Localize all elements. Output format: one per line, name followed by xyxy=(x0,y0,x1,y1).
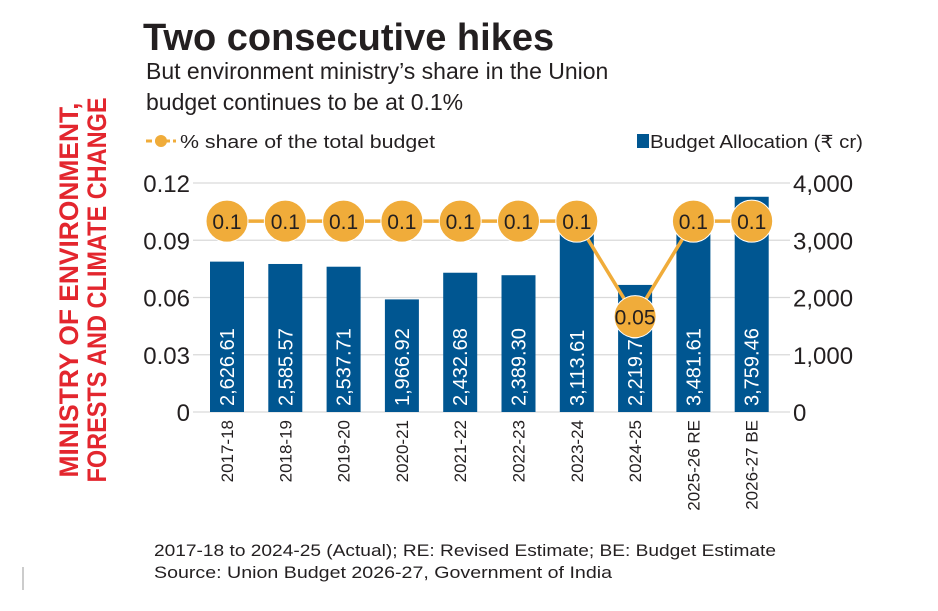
x-tick-label: 2024-25 xyxy=(626,420,645,482)
footnote-1: 2017-18 to 2024-25 (Actual); RE: Revised… xyxy=(154,541,776,560)
chart-subtitle-line-1: But environment ministry’s share in the … xyxy=(146,58,608,84)
side-label-line-1: MINISTRY OF ENVIRONMENT, xyxy=(54,103,84,478)
bars: 2,626.61 2,585.57 2,537.71 1,966.92 2,432.68… xyxy=(210,196,769,412)
bar-value-label: 3,759.46 xyxy=(742,328,764,406)
share-point-label: 0.1 xyxy=(679,211,708,234)
bar-value-label: 2,537.71 xyxy=(334,328,356,406)
x-tick-label: 2017-18 xyxy=(218,420,237,482)
side-label: MINISTRY OF ENVIRONMENT, FORESTS AND CLI… xyxy=(54,98,112,483)
x-tick-label: 2020-21 xyxy=(393,420,412,482)
share-point-label: 0.1 xyxy=(387,211,416,234)
left-tick-label: 0.06 xyxy=(143,286,190,313)
share-point-label: 0.1 xyxy=(329,211,358,234)
bar xyxy=(326,266,361,412)
right-tick-label: 0 xyxy=(793,400,806,427)
share-point xyxy=(497,199,540,243)
x-tick-label: 2021-22 xyxy=(451,420,470,482)
share-point xyxy=(205,199,249,243)
left-axis: 0 0.03 0.06 0.09 0.12 xyxy=(143,171,190,427)
bar-value-label: 3,113.61 xyxy=(567,330,589,406)
left-tick-label: 0.12 xyxy=(143,171,190,198)
x-tick-label: 2022-23 xyxy=(510,420,529,482)
chart-subtitle-line-2: budget continues to be at 0.1% xyxy=(146,89,463,115)
bar xyxy=(676,212,711,412)
legend-line-label: % share of the total budget xyxy=(180,132,435,152)
share-point xyxy=(380,199,424,243)
bar xyxy=(443,272,478,412)
left-tick-label: 0 xyxy=(177,400,190,427)
share-point-label: 0.1 xyxy=(271,211,300,234)
bar-value-label: 2,389.30 xyxy=(509,328,531,406)
bar xyxy=(210,261,244,412)
share-point-label: 0.1 xyxy=(562,211,591,234)
x-tick-label: 2023-24 xyxy=(568,420,587,482)
share-point-label: 0.1 xyxy=(504,211,533,234)
share-line-path xyxy=(227,219,752,320)
bar-value-label: 2,432.68 xyxy=(450,328,472,406)
x-tick-label: 2026-27 BE xyxy=(743,420,762,510)
legend-bar-label: Budget Allocation (₹ cr) xyxy=(650,132,863,152)
legend: % share of the total budget Budget Alloc… xyxy=(146,132,863,152)
share-point xyxy=(671,199,715,243)
bar xyxy=(501,275,536,412)
share-point xyxy=(322,199,366,243)
share-point-label: 0.1 xyxy=(737,211,766,234)
legend-bar-swatch xyxy=(637,134,649,148)
x-tick-label: 2018-19 xyxy=(276,420,295,482)
right-tick-label: 4,000 xyxy=(793,171,853,198)
chart-title: Two consecutive hikes xyxy=(143,17,554,59)
bar-value-label: 2,585.57 xyxy=(275,328,297,406)
left-tick-label: 0.03 xyxy=(143,343,190,370)
share-point-label: 0.05 xyxy=(615,307,656,330)
footnote-2: Source: Union Budget 2026-27, Government… xyxy=(154,563,613,582)
share-point-label: 0.1 xyxy=(212,211,241,234)
share-point xyxy=(263,199,307,243)
bar xyxy=(268,263,303,412)
right-tick-label: 1,000 xyxy=(793,343,853,370)
x-axis: 2017-18 2018-19 2019-20 2020-21 2021-22 2022-… xyxy=(218,420,762,511)
share-point-label: 0.1 xyxy=(446,211,475,234)
side-label-line-2: FORESTS AND CLIMATE CHANGE xyxy=(82,98,112,483)
bar-value-label: 3,481.61 xyxy=(683,328,705,406)
right-tick-label: 2,000 xyxy=(793,286,853,313)
right-axis: 0 1,000 2,000 3,000 4,000 xyxy=(793,171,853,427)
share-line: 0.1 0.1 0.1 0.1 0.1 0.1 0.1 0.05 0.1 0.1 xyxy=(205,199,774,339)
bar-value-label: 2,626.61 xyxy=(217,328,239,406)
bar-value-label: 2,219.70 xyxy=(625,328,647,406)
left-tick-label: 0.09 xyxy=(143,228,190,255)
x-tick-label: 2025-26 RE xyxy=(684,420,703,511)
share-point xyxy=(613,295,657,339)
x-tick-label: 2019-20 xyxy=(335,420,354,482)
bar-value-label: 1,966.92 xyxy=(392,328,414,406)
bar xyxy=(559,233,594,412)
share-point xyxy=(730,199,774,243)
share-point xyxy=(555,199,599,243)
share-point xyxy=(438,199,482,243)
bar xyxy=(384,299,419,412)
right-tick-label: 3,000 xyxy=(793,228,853,255)
legend-dot-swatch xyxy=(155,135,167,147)
